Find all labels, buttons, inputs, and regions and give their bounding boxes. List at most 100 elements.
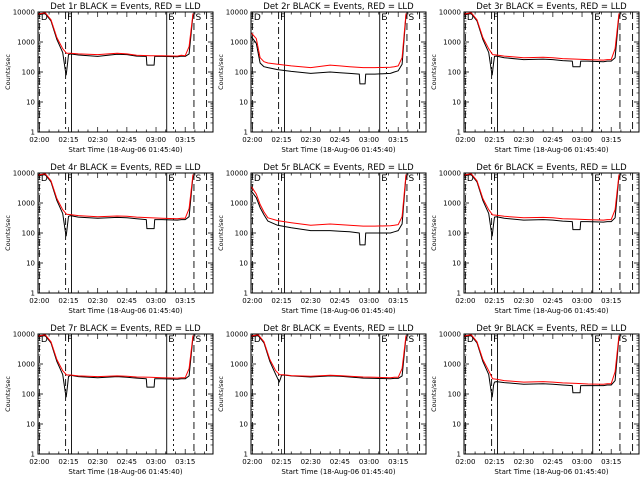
x-axis-label: Start Time (18-Aug-06 01:45:40) — [494, 307, 608, 315]
y-tick-label: 10 — [26, 99, 35, 107]
event-marker-label: E — [594, 335, 600, 345]
y-tick-label: 10000 — [13, 9, 35, 17]
series-events-line — [464, 173, 620, 237]
y-axis-label: Counts/sec — [217, 215, 225, 251]
y-tick-label: 10000 — [13, 170, 35, 178]
x-axis-label: Start Time (18-Aug-06 01:45:40) — [68, 307, 182, 315]
event-marker-label: S — [195, 174, 201, 184]
y-tick-label: 100 — [448, 391, 461, 399]
event-marker-label: S — [195, 13, 201, 23]
panel-title: Det 4r BLACK = Events, RED = LLD — [50, 163, 201, 173]
y-tick-label: 100 — [235, 391, 248, 399]
event-marker-label: F — [67, 174, 72, 184]
x-tick-label: 02:15 — [58, 136, 78, 144]
event-marker-label: D — [254, 174, 261, 184]
y-tick-label: 10000 — [13, 331, 35, 339]
x-tick-label: 03:15 — [175, 458, 195, 466]
x-tick-label: 03:15 — [388, 297, 408, 305]
plot-frame — [37, 333, 214, 455]
x-tick-label: 02:45 — [543, 136, 563, 144]
y-tick-label: 100 — [448, 69, 461, 77]
x-tick-label: 02:30 — [514, 136, 534, 144]
y-axis-label: Counts/sec — [217, 54, 225, 90]
y-tick-label: 1 — [244, 451, 248, 459]
y-tick-label: 1 — [457, 451, 461, 459]
y-tick-label: 10 — [452, 260, 461, 268]
event-marker-label: E — [381, 13, 387, 23]
x-tick-label: 02:30 — [301, 136, 321, 144]
panel-title: Det 1r BLACK = Events, RED = LLD — [50, 2, 201, 12]
event-marker-label: S — [621, 13, 627, 23]
x-axis-label: Start Time (18-Aug-06 01:45:40) — [281, 468, 395, 476]
series-lld-line — [251, 13, 407, 69]
series-events-line — [464, 334, 620, 398]
y-tick-label: 10 — [26, 421, 35, 429]
series-lld-line — [38, 334, 194, 379]
x-tick-label: 02:15 — [484, 136, 504, 144]
y-tick-label: 100 — [22, 230, 35, 238]
event-marker-label: F — [493, 13, 498, 23]
x-tick-label: 03:00 — [146, 136, 166, 144]
y-tick-label: 1000 — [443, 200, 461, 208]
y-tick-label: 1 — [31, 451, 35, 459]
event-marker-label: F — [67, 335, 72, 345]
y-tick-label: 1000 — [230, 361, 248, 369]
x-tick-label: 02:00 — [29, 297, 49, 305]
event-marker-label: F — [280, 13, 285, 23]
y-tick-label: 100 — [235, 69, 248, 77]
panel-title: Det 7r BLACK = Events, RED = LLD — [50, 324, 201, 334]
series-lld-line — [464, 12, 620, 61]
y-axis-label: Counts/sec — [430, 215, 438, 251]
y-tick-label: 10000 — [226, 9, 248, 17]
panel-2: Det 2r BLACK = Events, RED = LLD Counts/s… — [217, 2, 427, 154]
x-tick-label: 02:15 — [484, 297, 504, 305]
event-marker-label: E — [168, 174, 174, 184]
x-tick-label: 03:00 — [359, 458, 379, 466]
panel-6: Det 6r BLACK = Events, RED = LLD Counts/s… — [430, 163, 640, 315]
x-tick-label: 02:45 — [543, 458, 563, 466]
y-axis-label: Counts/sec — [217, 376, 225, 412]
panel-title: Det 9r BLACK = Events, RED = LLD — [476, 324, 627, 334]
x-tick-label: 02:30 — [301, 297, 321, 305]
event-marker-label: S — [621, 335, 627, 345]
x-tick-label: 02:00 — [242, 297, 262, 305]
event-marker-label: D — [254, 13, 261, 23]
y-tick-label: 1000 — [443, 39, 461, 47]
y-tick-label: 100 — [448, 230, 461, 238]
y-tick-label: 1 — [244, 129, 248, 137]
series-events-line — [38, 334, 194, 398]
event-marker-label: D — [467, 335, 474, 345]
plot-frame — [463, 333, 640, 455]
y-tick-label: 1000 — [17, 361, 35, 369]
x-tick-label: 03:15 — [601, 297, 621, 305]
x-tick-label: 02:30 — [514, 297, 534, 305]
plot-frame — [463, 11, 640, 133]
x-axis-label: Start Time (18-Aug-06 01:45:40) — [494, 146, 608, 154]
event-marker-label: D — [467, 13, 474, 23]
event-marker-label: E — [381, 174, 387, 184]
event-marker-label: D — [41, 174, 48, 184]
x-tick-label: 02:15 — [58, 297, 78, 305]
y-axis-label: Counts/sec — [4, 54, 12, 90]
x-tick-label: 03:15 — [601, 136, 621, 144]
y-tick-label: 10 — [452, 99, 461, 107]
x-tick-label: 03:00 — [572, 136, 592, 144]
y-tick-label: 1000 — [17, 200, 35, 208]
y-tick-label: 10000 — [226, 331, 248, 339]
panel-1: Det 1r BLACK = Events, RED = LLD Counts/s… — [4, 2, 214, 154]
x-tick-label: 02:30 — [88, 458, 108, 466]
x-tick-label: 02:45 — [117, 458, 137, 466]
y-tick-label: 1000 — [230, 39, 248, 47]
x-tick-label: 03:00 — [146, 297, 166, 305]
panel-4: Det 4r BLACK = Events, RED = LLD Counts/s… — [4, 163, 214, 315]
x-tick-label: 03:15 — [388, 136, 408, 144]
x-tick-label: 02:00 — [242, 136, 262, 144]
y-tick-label: 10 — [26, 260, 35, 268]
event-marker-label: E — [168, 13, 174, 23]
event-marker-label: S — [408, 174, 414, 184]
x-tick-label: 03:15 — [388, 458, 408, 466]
x-tick-label: 02:00 — [29, 458, 49, 466]
x-tick-label: 03:00 — [359, 136, 379, 144]
series-events-line — [38, 12, 194, 76]
y-tick-label: 10 — [452, 421, 461, 429]
